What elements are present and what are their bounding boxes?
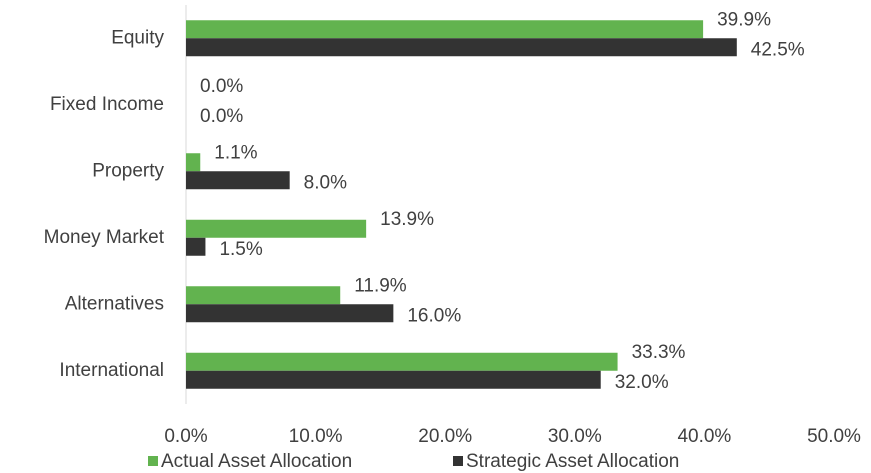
legend-label: Actual Asset Allocation [161,451,352,472]
bar [186,20,704,39]
bar [186,370,601,389]
legend-label: Strategic Asset Allocation [466,451,679,472]
x-tick-label: 30.0% [548,426,602,447]
data-label: 11.9% [354,275,407,296]
data-label: 1.1% [214,142,257,163]
y-tick-label: Money Market [44,227,165,248]
data-label: 42.5% [751,39,805,60]
x-tick-label: 10.0% [289,426,343,447]
data-label: 0.0% [200,76,243,97]
bar [186,352,618,371]
x-tick-label: 20.0% [418,426,472,447]
x-tick-label: 0.0% [164,426,207,447]
y-tick-label: Alternatives [65,293,164,314]
bar [186,286,341,305]
data-label: 0.0% [200,106,243,127]
data-label: 13.9% [380,209,434,230]
bar [186,219,367,238]
data-label: 8.0% [304,172,347,193]
data-label: 33.3% [632,342,686,363]
legend-swatch [453,456,463,466]
y-tick-label: Equity [111,27,164,48]
data-label: 39.9% [717,9,771,30]
bar [186,38,737,57]
bar [186,171,290,190]
bar [186,153,201,172]
bar [186,237,206,256]
data-label: 32.0% [615,372,669,393]
data-label: 16.0% [407,305,461,326]
y-tick-label: International [59,360,164,381]
x-tick-label: 40.0% [677,426,731,447]
legend-swatch [148,456,158,466]
x-tick-label: 50.0% [807,426,861,447]
bar [186,304,394,323]
data-label: 1.5% [219,239,262,260]
y-tick-label: Property [92,160,164,181]
y-tick-label: Fixed Income [50,94,164,115]
